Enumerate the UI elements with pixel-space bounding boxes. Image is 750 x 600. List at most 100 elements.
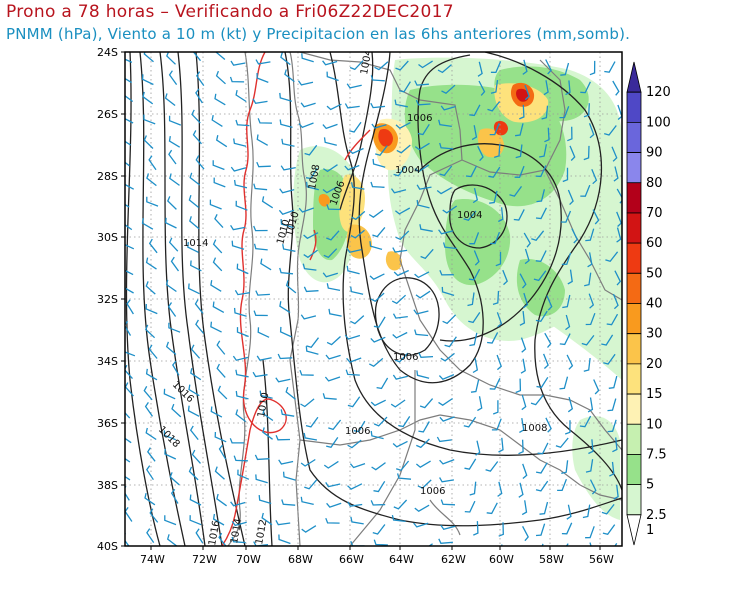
wind-barb: [414, 142, 430, 151]
wind-barb: [147, 447, 156, 462]
lat-tick-label: 40S: [97, 540, 118, 553]
wind-barb: [233, 455, 248, 462]
wind-barb: [168, 70, 178, 85]
lat-tick-label: 32S: [97, 293, 118, 306]
wind-barb: [436, 187, 452, 195]
wind-barb: [303, 249, 318, 259]
wind-barb: [560, 210, 572, 223]
wind-barb: [390, 399, 406, 408]
wind-barb: [262, 427, 273, 440]
wind-barb: [567, 189, 574, 206]
wind-barb: [369, 241, 383, 251]
wind-barb: [194, 299, 204, 314]
wind-barb: [616, 211, 622, 227]
wind-barb: [164, 515, 177, 526]
lon-tick-label: 58W: [539, 553, 564, 566]
wind-barb: [300, 458, 316, 467]
wind-barb: [217, 385, 228, 400]
wind-barb: [300, 398, 315, 408]
wind-barb: [275, 519, 291, 526]
wind-barb: [497, 481, 503, 497]
wind-barb: [166, 52, 176, 65]
wind-barb: [279, 301, 291, 314]
wind-barb: [215, 70, 226, 85]
wind-barb: [441, 286, 455, 297]
wind-barb: [125, 411, 131, 419]
isobar-label: 1004: [395, 165, 420, 176]
wind-barb: [262, 408, 274, 422]
wind-barb: [471, 125, 478, 141]
wind-barb: [195, 88, 203, 104]
wind-barb: [582, 504, 591, 519]
wind-barb: [535, 207, 547, 220]
wind-barb: [520, 358, 526, 374]
wind-barb: [141, 218, 154, 230]
lat-tick-label: 38S: [97, 479, 118, 492]
wind-barb: [146, 465, 154, 481]
wind-barb: [144, 402, 154, 417]
wind-barb: [463, 416, 477, 428]
wind-barb: [125, 94, 134, 103]
wind-barb: [125, 161, 130, 167]
wind-barb: [212, 513, 225, 526]
wind-barb: [188, 466, 199, 481]
wind-barb: [607, 419, 617, 433]
wind-barb: [438, 538, 453, 544]
wind-barb: [418, 60, 433, 69]
wind-barb: [398, 81, 411, 93]
wind-barb: [513, 209, 525, 221]
wind-barb: [304, 479, 318, 490]
wind-barb: [326, 71, 339, 82]
colorbar-level-label: 60: [646, 236, 663, 251]
wind-barb: [373, 539, 388, 546]
wind-barb: [125, 475, 131, 481]
wind-barb: [323, 460, 339, 469]
wind-barb: [235, 390, 249, 400]
wind-barb: [350, 516, 364, 525]
lon-axis: 74W 72W 70W 68W 66W 64W 62W 60W 58W 56W: [140, 546, 614, 566]
wind-barb: [374, 61, 389, 71]
wind-barb: [392, 247, 408, 253]
wind-barb: [210, 280, 222, 292]
wind-barb: [344, 334, 361, 340]
wind-barb: [297, 80, 314, 86]
wind-barb: [561, 252, 572, 266]
wind-barb: [370, 399, 386, 407]
wind-barb: [167, 302, 177, 317]
colorbar-level-label: 7.5: [646, 447, 667, 462]
wind-barb: [589, 479, 597, 495]
wind-barb: [280, 219, 294, 229]
wind-barb: [253, 183, 268, 191]
lon-tick-label: 60W: [489, 553, 514, 566]
wind-barb: [146, 528, 155, 543]
wind-barb: [300, 314, 317, 320]
wind-barb: [542, 353, 549, 369]
isobar-label: 1012: [254, 519, 269, 546]
wind-barb: [166, 534, 178, 546]
wind-barb: [189, 172, 201, 186]
wind-barb: [463, 210, 477, 222]
wind-barb: [235, 409, 247, 423]
isobar-label: 1008: [307, 164, 322, 191]
wind-barb: [192, 130, 202, 145]
wind-barb: [306, 337, 320, 349]
wind-barb: [555, 437, 569, 449]
wind-barb: [415, 99, 431, 106]
wind-barb: [305, 346, 319, 355]
wind-barb: [531, 230, 545, 241]
wind-barb: [344, 103, 360, 109]
wind-barb: [545, 417, 552, 433]
colorbar-swatch: [626, 423, 642, 455]
wind-barb: [419, 398, 434, 409]
wind-barb: [230, 60, 246, 66]
wind-barb: [346, 247, 362, 254]
wind-barb: [489, 378, 501, 390]
wind-barb: [282, 471, 296, 481]
wind-barb: [210, 321, 222, 333]
wind-barb: [438, 373, 455, 380]
wind-barb: [370, 181, 385, 188]
wind-barb: [255, 59, 271, 65]
isobar-1010: [221, 52, 371, 546]
wind-barb: [535, 462, 548, 474]
wind-barb: [188, 195, 200, 209]
